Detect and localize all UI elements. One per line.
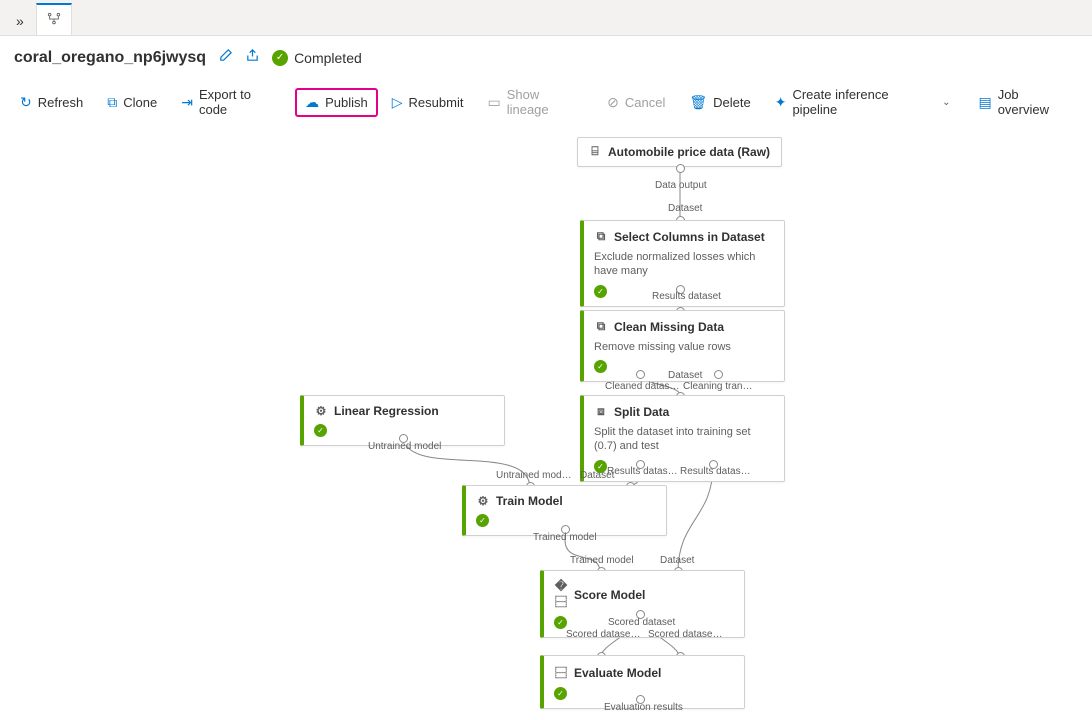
port-label: Dataset [668,370,702,381]
module-icon: ⿱ [554,664,568,681]
check-icon: ✓ [476,514,489,527]
module-icon: ⚙ [314,404,328,418]
clone-button[interactable]: ⧉ Clone [97,88,167,117]
module-icon: ⚙ [476,494,490,508]
port-label: Scored datase… [566,629,641,640]
pipeline-icon [47,12,61,29]
publish-button[interactable]: ☁ Publish [295,88,378,117]
resubmit-button[interactable]: ▷ Resubmit [382,88,474,117]
port-label: Dataset [660,555,694,566]
create-inference-button[interactable]: ✦ Create inference pipeline ⌄ [765,81,961,123]
refresh-icon: ↻ [20,94,32,111]
export-icon: ⇥ [181,94,193,111]
share-icon[interactable] [245,48,260,67]
cancel-button: ⊘ Cancel [597,88,675,117]
port-label: Trained model [570,555,634,566]
pipeline-tab[interactable] [36,3,72,35]
top-tab-bar: » [0,0,1092,36]
port-label: Untrained mod… [496,470,572,481]
module-icon: ⧉ [594,229,608,244]
publish-icon: ☁ [305,94,319,111]
port-label: Data output [655,180,707,191]
port-label: Scored datase… [648,629,723,640]
port-out[interactable] [636,370,645,379]
title-row: coral_oregano_np6jwysq ✓ Completed [0,36,1092,77]
module-icon: ⧈ [594,404,608,419]
resubmit-icon: ▷ [392,94,403,111]
port-label: Cleaning tran… [683,381,752,392]
overview-icon: ▤ [978,94,991,111]
port-label: Trained model [533,532,597,543]
port-out[interactable] [676,164,685,173]
check-icon: ✓ [594,285,607,298]
inference-icon: ✦ [775,94,787,111]
status-badge: ✓ Completed [272,50,362,66]
port-label: Results dataset [652,291,721,302]
port-label: Cleaned datas… [605,381,680,392]
check-icon: ✓ [272,50,288,66]
module-icon: �⿱ [554,579,568,610]
port-label: Results datas… [607,466,678,477]
port-label: Results datas… [680,466,751,477]
dataset-icon: ⌸ [588,144,602,159]
chevron-down-icon: ⌄ [942,97,950,108]
job-overview-button[interactable]: ▤ Job overview [968,81,1082,123]
edit-title-icon[interactable] [218,48,233,67]
clone-icon: ⧉ [107,94,117,111]
port-out[interactable] [714,370,723,379]
port-label: Dataset [668,203,702,214]
status-text: Completed [294,50,362,66]
port-label: Evaluation results [604,702,683,713]
pipeline-title: coral_oregano_np6jwysq [14,49,206,67]
show-lineage-button: ▭ Show lineage [477,81,593,123]
cancel-icon: ⊘ [607,94,619,111]
check-icon: ✓ [314,424,327,437]
node-automobile-data[interactable]: ⌸Automobile price data (Raw) [577,137,782,167]
refresh-button[interactable]: ↻ Refresh [10,88,93,117]
port-label: Dataset [580,470,614,481]
lineage-icon: ▭ [487,94,500,111]
port-label: Scored dataset [608,617,675,628]
module-icon: ⧉ [594,319,608,334]
export-button[interactable]: ⇥ Export to code [171,81,291,123]
check-icon: ✓ [594,360,607,373]
check-icon: ✓ [554,687,567,700]
port-label: Untrained model [368,441,441,452]
delete-icon: 🗑 [689,94,707,111]
pipeline-canvas[interactable]: ⌸Automobile price data (Raw) Data output… [0,120,1092,720]
check-icon: ✓ [554,616,567,629]
delete-button[interactable]: 🗑 Delete [679,88,760,117]
expand-sidebar-button[interactable]: » [8,7,32,35]
